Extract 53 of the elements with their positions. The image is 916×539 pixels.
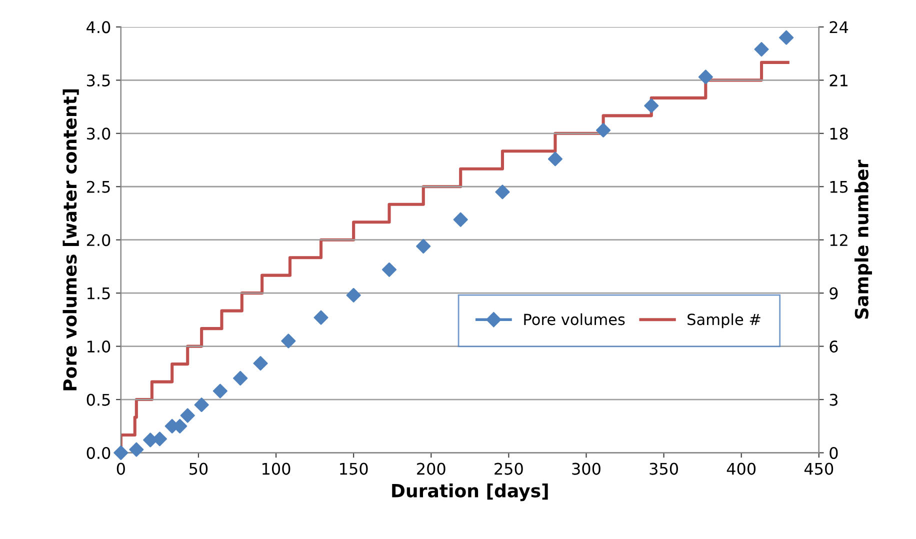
point: [644, 98, 659, 114]
x-tick-label: 350: [650, 462, 678, 475]
legend-label: Pore volumes: [524, 313, 625, 326]
point: [453, 212, 468, 227]
point: [698, 70, 713, 84]
y-tick-label: 1.5: [88, 288, 110, 300]
point: [779, 30, 794, 45]
point: [212, 384, 228, 398]
y2-tick-label: 21: [830, 74, 848, 86]
y-tick-label: 2.0: [86, 234, 110, 246]
y2-tick-label: 24: [830, 21, 848, 34]
y2-tick-label: 6: [830, 340, 838, 353]
x-tick-label: 300: [572, 462, 600, 475]
y-tick-label: 0.5: [86, 394, 110, 406]
y-tick-label: 3.5: [87, 74, 110, 86]
x-tick-label: 150: [340, 462, 368, 475]
point: [346, 288, 361, 302]
x-tick-label: 200: [417, 462, 446, 475]
y-tick-label: 3.0: [87, 128, 110, 140]
x-axis-title: Duration [days]: [392, 483, 548, 502]
y-tick-label: 2.5: [86, 180, 110, 193]
point: [754, 42, 769, 57]
x-tick-label: 450: [804, 462, 834, 475]
y2-tick-label: 0: [830, 446, 838, 460]
y-axis-title: Pore volumes [water content]: [62, 89, 79, 390]
y2-tick-label: 12: [830, 234, 848, 246]
y-tick-label: 1.0: [88, 340, 110, 353]
point: [180, 408, 195, 423]
x-tick-label: 250: [494, 462, 523, 475]
y2-tick-label: 9: [830, 287, 838, 300]
point: [129, 442, 144, 457]
y-tick-label: 4.0: [86, 21, 110, 34]
point: [548, 152, 562, 166]
y2-tick-label: 18: [830, 128, 848, 140]
point: [382, 262, 397, 277]
x-tick-label: 400: [726, 462, 756, 475]
point: [281, 334, 296, 348]
point: [495, 184, 510, 200]
point: [233, 370, 248, 386]
y-tick-label: 0.0: [86, 446, 110, 460]
x-tick-label: 100: [262, 462, 290, 475]
y2-tick-label: 15: [830, 181, 848, 193]
point: [114, 445, 128, 460]
y2-tick-label: 3: [830, 394, 838, 406]
point: [314, 310, 328, 325]
point: [194, 398, 209, 412]
y2-axis-title: Sample number: [854, 160, 872, 319]
point: [416, 238, 431, 254]
point: [596, 122, 611, 138]
x-tick-label: 50: [190, 462, 208, 475]
point: [253, 356, 268, 371]
x-tick-label: 0: [116, 462, 125, 475]
legend-label: Sample #: [688, 313, 760, 328]
